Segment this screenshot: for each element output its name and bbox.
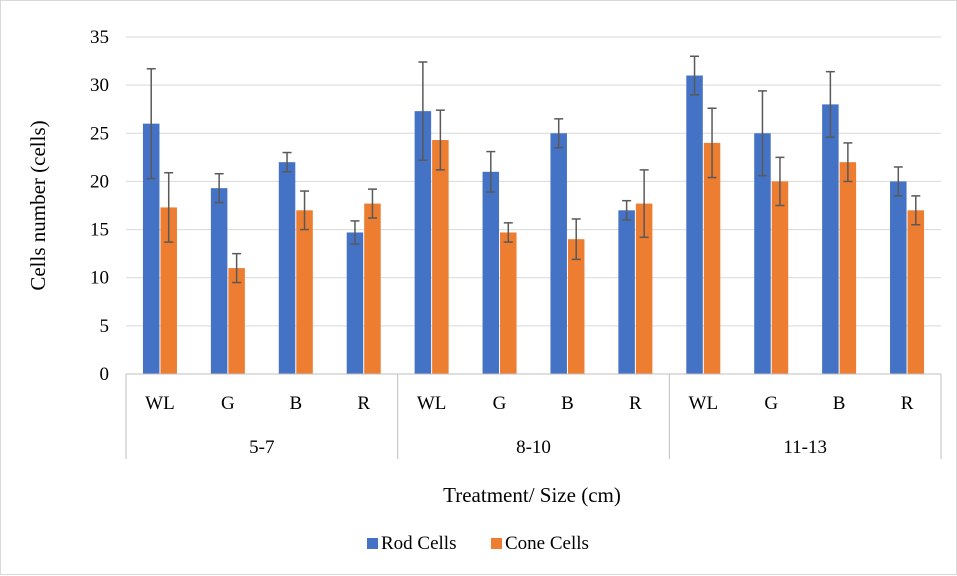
cone-cells-bar [771,181,789,374]
x-category-label: G [221,393,235,414]
x-category-label: G [764,393,778,414]
x-group-label: 11-13 [783,437,827,458]
cone-cells-bar [364,203,381,374]
x-category-label: WL [417,393,447,414]
cone-cells-bar [839,162,857,374]
y-tick-label: 20 [90,171,109,192]
bars [142,75,925,375]
x-category-label: WL [689,393,719,414]
x-category-label: R [629,393,642,414]
cone-cells-bar [296,210,313,374]
error-bars [146,55,921,284]
y-tick-label: 10 [90,268,109,289]
gridlines [126,36,941,327]
y-tick-label: 30 [90,75,109,96]
x-category-label: R [901,393,914,414]
legend-swatch-rod [367,538,378,549]
rod-cells-bar [822,104,839,375]
rod-cells-bar [210,188,228,374]
x-category-label: B [289,393,302,414]
cone-cells-bar [635,203,653,374]
cone-cells-bar [500,232,517,374]
rod-cells-bar [482,171,500,374]
rod-cells-bar [550,133,567,374]
cone-cells-bar [432,140,449,374]
rod-cells-bar [686,75,703,374]
legend-swatch-cone [491,538,502,549]
rod-cells-bar [278,162,296,374]
rod-cells-bar [142,123,160,375]
x-category-label: G [493,393,507,414]
y-tick-label: 25 [90,123,109,144]
rod-cells-bar [754,133,771,374]
y-tick-label: 0 [100,364,110,385]
y-tick-label: 35 [90,27,109,48]
x-category-label: B [833,393,846,414]
rod-cells-bar [346,232,364,374]
rod-cells-bar [890,181,907,374]
x-category-label: WL [145,393,175,414]
y-tick-label: 5 [100,316,110,337]
rod-cells-bar [618,210,635,374]
x-axis: WL G B R WL G B R WL G B R 5-7 8-10 11-13 [125,373,942,459]
cone-cells-bar [228,268,245,374]
cone-cells-bar [703,142,721,374]
legend: Rod Cells Cone Cells [367,533,589,554]
x-group-label: 5-7 [249,437,274,458]
x-group-label: 8-10 [516,437,551,458]
x-category-label: R [357,393,370,414]
rod-cells-bar [414,111,432,374]
legend-label-rod: Rod Cells [381,533,456,554]
x-category-label: B [561,393,574,414]
y-tick-label: 15 [90,220,109,241]
cone-cells-bar [567,239,585,374]
legend-label-cone: Cone Cells [505,533,589,554]
cone-cells-bar [160,207,177,374]
x-axis-title: Treatment/ Size (cm) [443,483,621,507]
cone-cells-bar [907,210,925,374]
y-axis-title: Cells number (cells) [26,120,50,290]
y-axis-ticks: 0 5 10 15 20 25 30 35 [90,27,109,385]
